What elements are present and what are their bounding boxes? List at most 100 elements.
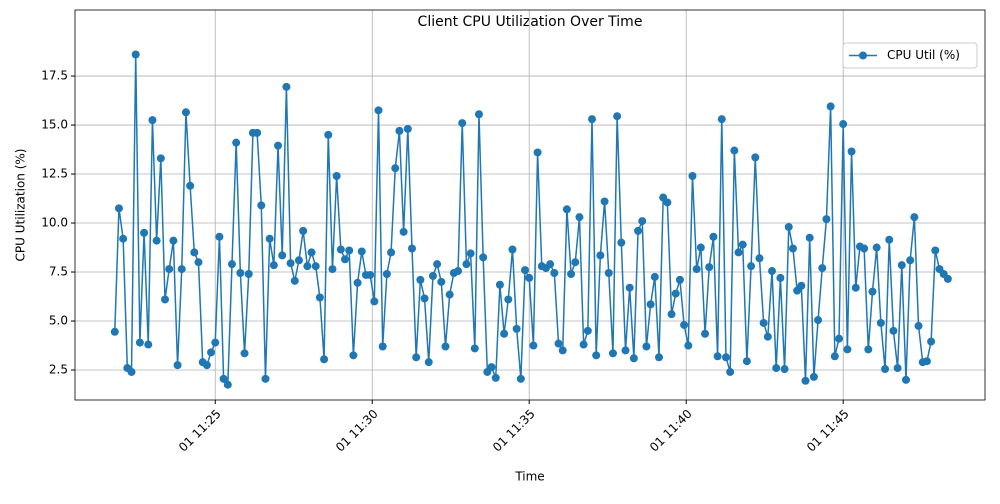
data-point	[357, 247, 366, 256]
data-point	[495, 280, 504, 289]
data-point	[914, 321, 923, 330]
data-point	[269, 261, 278, 270]
data-point	[341, 255, 350, 264]
data-point	[558, 346, 567, 355]
data-point	[148, 116, 157, 125]
data-point	[512, 324, 521, 333]
data-point	[835, 334, 844, 343]
data-point	[286, 259, 295, 268]
data-point	[232, 138, 241, 147]
data-point	[755, 254, 764, 263]
data-point	[282, 82, 291, 91]
data-point	[244, 269, 253, 278]
data-point	[458, 119, 467, 128]
data-point	[127, 367, 136, 376]
data-point	[140, 228, 149, 237]
data-point	[466, 249, 475, 258]
data-point	[922, 357, 931, 366]
data-point	[215, 232, 224, 241]
y-tick-label: 5.0	[49, 314, 68, 328]
data-point	[567, 269, 576, 278]
data-point	[169, 236, 178, 245]
data-point	[303, 262, 312, 271]
data-point	[470, 344, 479, 353]
data-point	[491, 373, 500, 382]
data-point	[437, 277, 446, 286]
data-point	[533, 148, 542, 157]
data-point	[550, 269, 559, 278]
data-point	[240, 349, 249, 358]
data-point	[575, 213, 584, 222]
data-point	[441, 342, 450, 351]
data-point	[211, 338, 220, 347]
data-point	[114, 204, 123, 213]
data-point	[688, 171, 697, 180]
data-point	[872, 243, 881, 252]
data-point	[546, 260, 555, 269]
data-point	[814, 316, 823, 325]
data-point	[784, 222, 793, 231]
data-point	[336, 245, 345, 254]
data-point	[734, 248, 743, 257]
data-point	[759, 318, 768, 327]
data-point	[504, 295, 513, 304]
legend-label: CPU Util (%)	[887, 48, 960, 62]
data-point	[500, 329, 509, 338]
data-point	[177, 265, 186, 274]
data-point	[608, 349, 617, 358]
data-point	[839, 120, 848, 129]
data-point	[474, 110, 483, 119]
data-point	[730, 146, 739, 155]
data-point	[692, 265, 701, 274]
data-point	[646, 300, 655, 309]
data-point	[721, 353, 730, 362]
data-point	[261, 374, 270, 383]
data-point	[412, 353, 421, 362]
data-point	[667, 310, 676, 319]
data-point	[366, 270, 375, 279]
data-point	[742, 357, 751, 366]
data-point	[763, 332, 772, 341]
data-point	[307, 248, 316, 257]
data-point	[826, 102, 835, 111]
data-point	[617, 238, 626, 247]
data-point	[320, 355, 329, 364]
data-point	[119, 234, 128, 243]
data-point	[454, 267, 463, 276]
y-tick-label: 2.5	[49, 363, 68, 377]
data-point	[830, 352, 839, 361]
data-point	[219, 374, 228, 383]
data-point	[621, 346, 630, 355]
data-point	[717, 115, 726, 124]
data-point	[487, 363, 496, 372]
data-point	[516, 374, 525, 383]
data-point	[562, 205, 571, 214]
data-point	[479, 253, 488, 262]
data-point	[876, 318, 885, 327]
data-point	[165, 265, 174, 274]
data-point	[634, 226, 643, 235]
data-point	[525, 273, 534, 282]
data-point	[144, 340, 153, 349]
data-point	[701, 329, 710, 338]
plot-frame	[74, 9, 986, 401]
data-point	[420, 294, 429, 303]
data-point	[822, 215, 831, 224]
data-point	[529, 341, 538, 350]
y-tick-label: 7.5	[49, 265, 68, 279]
data-point	[299, 226, 308, 235]
data-point	[801, 376, 810, 385]
data-point	[278, 251, 287, 260]
data-point	[223, 380, 232, 389]
data-point	[181, 108, 190, 117]
data-point	[571, 258, 580, 267]
data-point	[131, 50, 140, 59]
data-point	[424, 358, 433, 367]
data-point	[403, 124, 412, 133]
data-point	[864, 345, 873, 354]
data-point	[382, 269, 391, 278]
data-point	[135, 338, 144, 347]
data-point	[596, 251, 605, 260]
legend-marker	[859, 51, 867, 60]
data-point	[391, 164, 400, 173]
